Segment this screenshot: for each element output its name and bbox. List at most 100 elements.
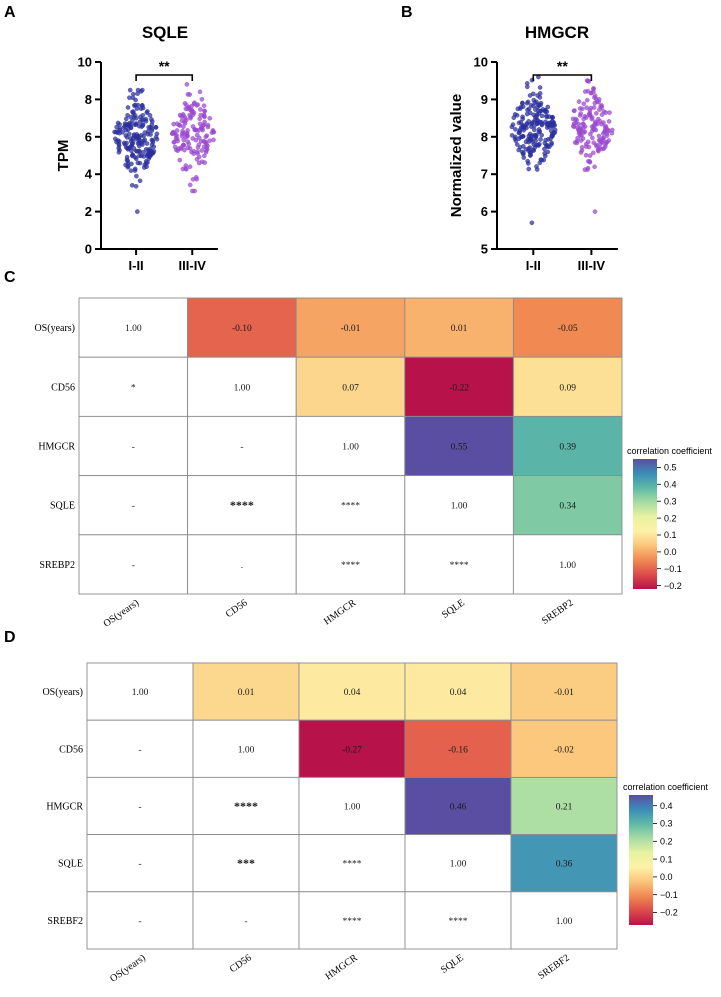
data-point: [548, 128, 554, 133]
data-point: [197, 89, 203, 95]
colorbar-tick-label: 0.1: [660, 854, 673, 864]
data-point: [527, 110, 533, 116]
data-point: [143, 116, 149, 122]
data-point: [591, 150, 596, 156]
data-point: [201, 122, 207, 128]
colorbar-tick-label: −0.1: [664, 564, 682, 574]
data-point: [576, 99, 582, 104]
heatmap-col-label: SQLE: [440, 597, 467, 620]
data-point: [125, 145, 130, 151]
series-I-II: [112, 87, 160, 214]
heatmap-cell-label: 1.00: [559, 561, 576, 571]
data-point: [173, 136, 179, 141]
data-point: [513, 127, 518, 132]
data-point: [148, 125, 153, 130]
data-point: [174, 121, 180, 126]
heatmap-row-label: OS(years): [34, 323, 75, 334]
data-point: [128, 168, 134, 173]
data-point: [202, 108, 207, 114]
heatmap-cell: [295, 297, 406, 358]
y-tick-label: 4: [85, 167, 93, 182]
legend-title: correlation coefficient: [623, 782, 708, 792]
heatmap-cell: [78, 475, 189, 536]
data-point: [589, 116, 595, 122]
data-point: [552, 130, 558, 135]
heatmap-cell: [298, 776, 406, 836]
data-point: [194, 103, 199, 108]
heatmap-cell: [512, 415, 623, 477]
data-point: [528, 153, 533, 158]
heatmap-row-label: CD56: [59, 744, 83, 755]
data-point: [536, 143, 541, 148]
data-point: [609, 127, 615, 133]
data-point: [526, 166, 532, 172]
data-point: [146, 154, 151, 159]
data-point: [144, 110, 150, 115]
heatmap-cell: [510, 891, 618, 950]
data-point: [601, 120, 606, 125]
y-tick-label: 10: [474, 55, 488, 70]
data-point: [207, 116, 213, 121]
heatmap-cell-label: -: [138, 803, 141, 813]
heatmap-cell: [404, 356, 514, 417]
heatmap-cell-label: -0.10: [232, 324, 252, 334]
colorbar-tick-label: 0.3: [664, 496, 677, 506]
data-point: [594, 111, 599, 116]
heatmap-row-label: CD56: [51, 382, 75, 393]
heatmap-col-label: SREBF2: [536, 952, 571, 981]
heatmap-row-label: HMGCR: [38, 442, 75, 453]
heatmap-cell-label: 1.00: [556, 917, 573, 927]
data-point: [532, 127, 537, 133]
heatmap-cell-label: 0.07: [342, 383, 359, 393]
data-point: [545, 122, 551, 127]
heatmap-cell: [298, 662, 406, 721]
data-point: [523, 146, 529, 152]
data-point: [175, 146, 181, 152]
heatmap-cell-label: .: [241, 561, 243, 571]
data-point: [132, 154, 138, 160]
data-point: [189, 107, 195, 113]
data-point: [509, 133, 515, 138]
heatmap-cell: [187, 534, 297, 595]
heatmap-row-label: OS(years): [42, 687, 83, 698]
data-point: [584, 97, 590, 103]
heatmap-col-label: SREBP2: [540, 597, 575, 626]
heatmap-cell-label: *: [131, 383, 136, 393]
heatmap-cell-label: 0.55: [451, 443, 468, 453]
sqle-dot-plot: SQLE 0 2 4 6 8 10 I-II III-IV TPM **: [55, 23, 218, 273]
heatmap-cell-label: -0.22: [449, 383, 469, 393]
data-point: [177, 157, 183, 163]
heatmap-cell-label: -: [138, 860, 141, 870]
heatmap-cell: [78, 415, 189, 477]
heatmap-cell-label: 0.39: [559, 443, 576, 453]
data-point: [125, 164, 131, 170]
data-point: [604, 133, 610, 138]
data-point: [174, 128, 180, 133]
colorbar-tick-label: 0.2: [664, 513, 677, 523]
data-point: [531, 97, 537, 103]
colorbar-tick-label: 0.1: [664, 530, 677, 540]
heatmap-cell-label: -0.02: [554, 745, 574, 755]
data-point: [537, 85, 543, 90]
data-point: [590, 135, 595, 141]
heatmap-cell-label: 0.34: [559, 502, 576, 512]
data-point: [181, 137, 186, 143]
y-tick-label: 2: [85, 204, 92, 219]
data-point: [531, 103, 536, 109]
x-tick-label: I-II: [129, 258, 144, 273]
heatmap-col-label: SQLE: [439, 952, 466, 975]
data-point: [518, 104, 524, 110]
data-point: [572, 140, 578, 145]
data-point: [533, 107, 538, 112]
heatmap-cell: [78, 356, 189, 417]
data-point: [587, 153, 593, 158]
data-point: [592, 164, 597, 170]
plot-title: SQLE: [142, 23, 188, 42]
heatmap-col-label: HMGCR: [322, 597, 359, 627]
data-point: [585, 88, 591, 94]
data-point: [144, 141, 150, 146]
y-axis-label: Normalized value: [448, 94, 465, 217]
heatmap-cell: [192, 719, 300, 778]
data-point: [122, 142, 128, 147]
heatmap-cell-label: 1.00: [344, 803, 361, 813]
